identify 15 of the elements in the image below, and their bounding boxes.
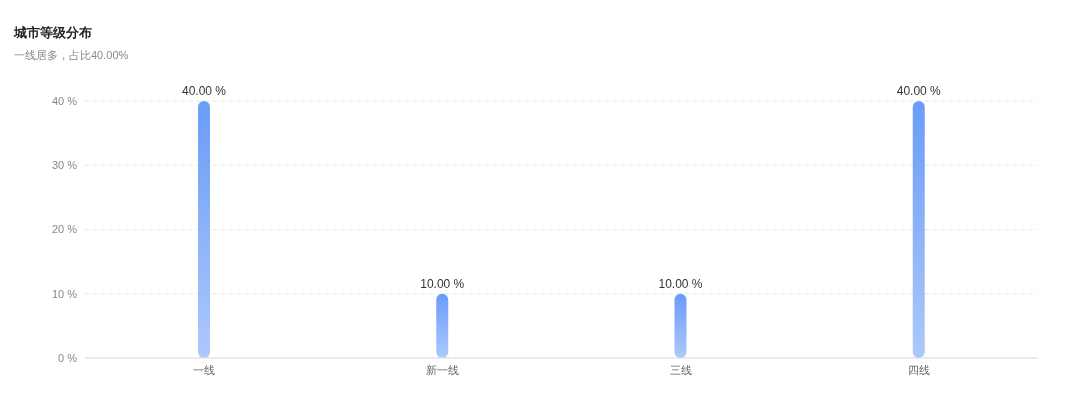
x-tick-label: 新一线: [425, 363, 459, 376]
x-tick-label: 一线: [193, 363, 216, 376]
x-tick-label: 三线: [669, 363, 692, 376]
y-tick-label: 20 %: [51, 223, 78, 236]
data-label: 10.00 %: [658, 276, 703, 291]
x-tick-label: 四线: [907, 363, 930, 376]
data-label: 40.00 %: [181, 84, 227, 98]
y-tick-label: 10 %: [51, 287, 78, 300]
chart-subtitle: 一线居多，占比40.00%: [14, 48, 129, 63]
y-tick-label: 0 %: [58, 351, 78, 364]
y-tick-label: 40 %: [51, 94, 78, 107]
y-tick-label: 30 %: [51, 159, 78, 172]
chart-title: 城市等级分布: [14, 24, 92, 42]
data-label: 40.00 %: [896, 84, 942, 98]
data-label: 10.00 %: [420, 276, 465, 291]
